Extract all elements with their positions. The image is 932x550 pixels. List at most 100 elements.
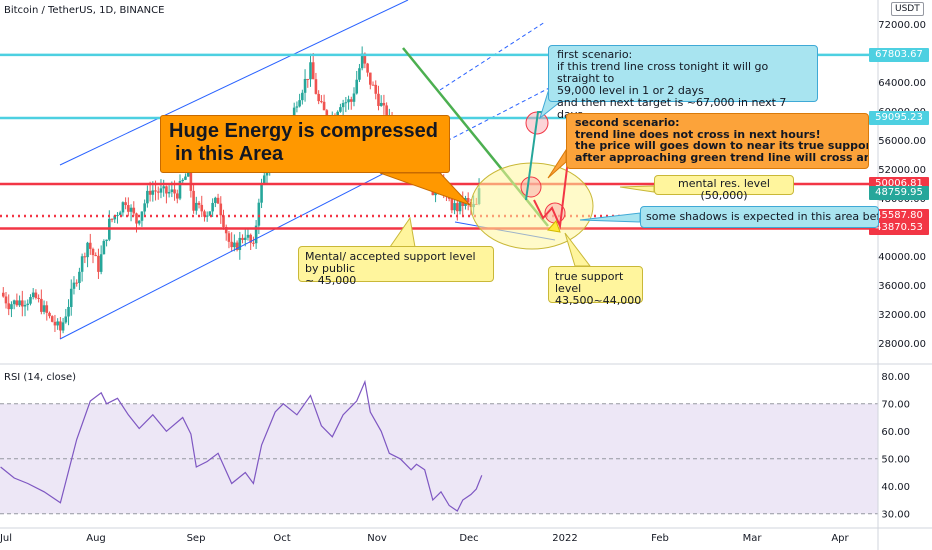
candle-body [233,242,236,248]
price-tag: 43870.53 [869,221,929,236]
price-tick-label: 28000.00 [878,339,926,350]
candle-body [262,175,266,185]
price-tick-label: 32000.00 [878,310,926,321]
candle-body [91,248,95,256]
time-tick-label: Apr [831,533,849,544]
public-support-note: Mental/ accepted support level by public… [298,246,494,287]
candle-body [252,242,255,244]
candle-body [450,198,454,211]
candle-body [181,179,185,182]
candle-body [230,241,233,248]
price-tag: 67803.67 [869,47,929,62]
candle-body [241,237,244,240]
candle-body [195,202,198,211]
candle-body [94,255,98,257]
candle-body [146,190,149,204]
candle-body [26,303,30,305]
candle-body [75,282,78,284]
candle-body [42,305,46,312]
cross-circle [520,176,542,198]
rsi-band-layer [0,403,878,515]
candle-body [355,79,359,94]
first-scenario-line: first scenario: [557,48,633,61]
channel-lower-extension [409,84,556,161]
first-scenario-note: first scenario: if this trend line cross… [548,45,818,121]
candle-body [127,205,130,212]
huge-energy-line-2: in this Area [175,143,284,165]
candle-body [64,316,68,323]
candle-body [67,306,70,317]
candle-body [40,298,43,312]
candle-body [254,225,258,244]
candle-body [167,191,171,194]
candle-body [314,79,318,94]
candle-body [99,254,103,272]
candle-body [298,100,301,107]
channel-upper-line [59,0,409,166]
candle-body [385,105,388,120]
second-scenario-note: second scenario: trend line does not cro… [566,113,869,169]
candle-body [336,111,339,118]
candles-layer [1,46,481,340]
rsi-band [0,403,878,514]
candle-body [59,321,62,331]
candle-body [173,189,176,194]
candle-body [12,300,16,305]
price-tick-label: 40000.00 [878,252,926,263]
candle-body [10,304,13,310]
second-scenario-line: second scenario: [575,116,680,129]
candle-body [1,292,5,297]
candle-body [197,202,201,205]
rsi-tick-label: 80.00 [881,372,910,383]
price-tick-label: 72000.00 [878,20,926,31]
candle-body [156,191,160,193]
candle-body [322,101,326,111]
candle-body [18,300,21,306]
candle-body [21,300,24,307]
public-support-pointer [389,216,416,248]
bear-scenario-path [533,159,569,230]
candle-body [341,103,345,108]
candle-body [29,297,32,304]
candle-body [45,305,49,313]
candle-body [200,204,204,212]
first-scenario-line: 59,000 level in 1 or 2 days [557,84,704,97]
candle-body [162,186,165,189]
candle-body [371,84,375,86]
price-tag: 59095.23 [869,111,929,126]
rsi-layer [0,379,483,512]
candle-body [61,322,65,331]
candle-body [222,215,225,227]
candle-body [309,62,312,80]
candle-body [216,197,220,204]
candle-body [4,296,8,304]
candle-body [311,62,315,80]
candle-body [86,242,89,258]
candle-body [78,271,81,284]
candle-body [301,92,304,101]
candle-body [116,215,119,217]
mental-res-pointer [619,185,655,193]
candle-body [102,240,106,255]
true-support-line: 43,500~44,000 [555,294,642,307]
candle-body [72,282,76,289]
rsi-tick-label: 50.00 [881,454,910,465]
candle-body [363,53,367,64]
candle-body [37,297,40,299]
candle-body [140,211,144,221]
big-note-pointer [379,172,471,206]
candle-body [83,256,87,258]
candle-body [34,292,38,298]
candle-body [224,226,228,234]
candle-body [238,237,242,251]
currency-selector[interactable]: USDT [891,2,924,16]
candle-body [110,218,114,220]
second-scenario-line: trend line does not cross in next hours! [575,127,821,141]
candle-body [260,184,263,203]
candle-body [458,199,462,212]
time-tick-label: Oct [273,533,290,544]
candle-body [456,203,459,212]
public-support-line: Mental/ accepted support level by public [305,250,476,275]
candle-body [369,72,372,85]
candle-body [80,256,84,272]
